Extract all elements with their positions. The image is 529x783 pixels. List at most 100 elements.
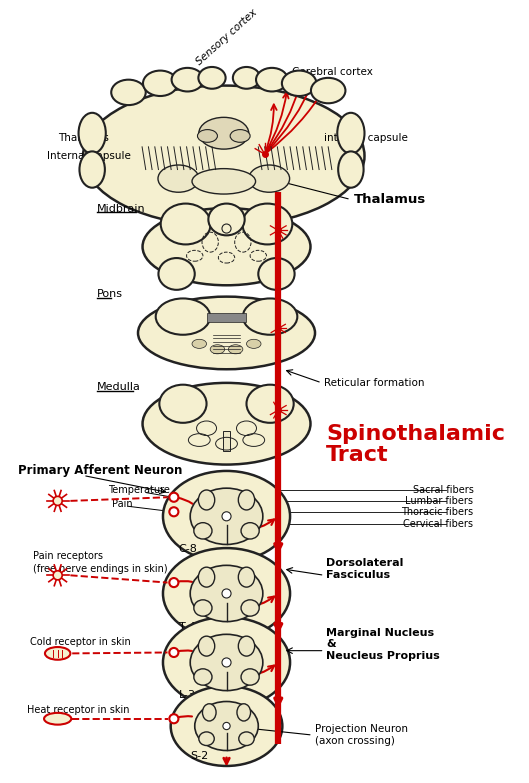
Ellipse shape <box>243 298 297 335</box>
Ellipse shape <box>194 669 212 685</box>
Text: Lumbar fibers: Lumbar fibers <box>405 496 473 506</box>
Text: internal capsule: internal capsule <box>324 133 407 143</box>
Ellipse shape <box>203 704 216 721</box>
Circle shape <box>222 658 231 667</box>
Ellipse shape <box>247 384 294 423</box>
Text: Internal capsule: Internal capsule <box>47 151 131 161</box>
Text: Thoracic fibers: Thoracic fibers <box>402 507 473 517</box>
Circle shape <box>223 723 230 730</box>
Text: Reticular formation: Reticular formation <box>324 378 424 388</box>
Ellipse shape <box>282 70 316 96</box>
Ellipse shape <box>171 686 282 766</box>
Ellipse shape <box>338 113 364 153</box>
Ellipse shape <box>230 130 250 143</box>
Ellipse shape <box>241 600 259 616</box>
Circle shape <box>169 493 178 502</box>
Ellipse shape <box>83 85 364 226</box>
Circle shape <box>222 589 231 598</box>
Text: Pain: Pain <box>112 499 133 509</box>
Ellipse shape <box>338 151 363 188</box>
Text: Cerebral cortex: Cerebral cortex <box>292 67 373 78</box>
Ellipse shape <box>258 258 295 290</box>
Ellipse shape <box>190 634 263 691</box>
Ellipse shape <box>199 732 214 745</box>
Ellipse shape <box>158 258 195 290</box>
Ellipse shape <box>241 523 259 539</box>
Ellipse shape <box>239 732 254 745</box>
Ellipse shape <box>311 78 345 103</box>
Text: Projection Neuron
(axon crossing): Projection Neuron (axon crossing) <box>315 724 407 746</box>
Ellipse shape <box>198 636 215 656</box>
Ellipse shape <box>156 298 210 335</box>
Circle shape <box>53 571 62 580</box>
Text: Pain receptors
(free nerve endings in skin): Pain receptors (free nerve endings in sk… <box>33 551 168 574</box>
Ellipse shape <box>79 151 105 188</box>
Ellipse shape <box>195 702 258 751</box>
Text: Midbrain: Midbrain <box>97 204 145 214</box>
Text: Cervical fibers: Cervical fibers <box>404 519 473 529</box>
Ellipse shape <box>143 70 178 96</box>
Text: Heat receptor in skin: Heat receptor in skin <box>27 705 129 715</box>
Ellipse shape <box>142 208 311 285</box>
Text: Cold receptor in skin: Cold receptor in skin <box>31 637 131 647</box>
Ellipse shape <box>242 204 293 244</box>
Ellipse shape <box>194 600 212 616</box>
Text: S-2: S-2 <box>190 751 208 760</box>
Ellipse shape <box>161 204 211 244</box>
Ellipse shape <box>229 345 243 354</box>
Ellipse shape <box>44 713 71 724</box>
Ellipse shape <box>138 297 315 370</box>
Ellipse shape <box>190 565 263 622</box>
Ellipse shape <box>208 204 245 236</box>
Ellipse shape <box>256 68 288 92</box>
Ellipse shape <box>239 636 254 656</box>
Ellipse shape <box>198 567 215 587</box>
Text: Temperature: Temperature <box>108 485 170 495</box>
Text: Primary Afferent Neuron: Primary Afferent Neuron <box>18 464 182 478</box>
Ellipse shape <box>249 165 289 193</box>
Circle shape <box>169 578 178 587</box>
Ellipse shape <box>158 165 199 193</box>
Ellipse shape <box>198 67 225 88</box>
Ellipse shape <box>142 383 311 464</box>
Text: Thalamus: Thalamus <box>353 193 426 206</box>
Circle shape <box>169 507 178 516</box>
Ellipse shape <box>197 130 217 143</box>
Ellipse shape <box>192 339 206 348</box>
Ellipse shape <box>247 339 261 348</box>
Circle shape <box>169 648 178 657</box>
Circle shape <box>53 496 62 505</box>
Ellipse shape <box>163 471 290 561</box>
Ellipse shape <box>171 68 203 92</box>
Text: Thalamus: Thalamus <box>58 133 108 143</box>
Ellipse shape <box>239 490 254 510</box>
Ellipse shape <box>198 490 215 510</box>
Text: L-3: L-3 <box>179 690 196 700</box>
Ellipse shape <box>237 704 251 721</box>
Ellipse shape <box>190 488 263 544</box>
Text: Sacral fibers: Sacral fibers <box>413 485 473 495</box>
Ellipse shape <box>199 117 249 149</box>
Circle shape <box>222 512 231 521</box>
Ellipse shape <box>241 669 259 685</box>
Bar <box>223 431 230 451</box>
Ellipse shape <box>163 548 290 639</box>
Text: Medulla: Medulla <box>97 382 141 392</box>
Text: Sensory cortex: Sensory cortex <box>195 7 259 67</box>
Ellipse shape <box>78 113 106 153</box>
Text: Pons: Pons <box>97 289 123 299</box>
Ellipse shape <box>233 67 260 88</box>
Ellipse shape <box>210 345 225 354</box>
Text: Dorsolateral
Fasciculus: Dorsolateral Fasciculus <box>326 558 404 579</box>
Text: Marginal Nucleus
&
Neucleus Proprius: Marginal Nucleus & Neucleus Proprius <box>326 628 440 661</box>
Ellipse shape <box>111 80 145 105</box>
Ellipse shape <box>163 617 290 708</box>
Bar <box>206 313 247 322</box>
Ellipse shape <box>192 168 256 194</box>
Ellipse shape <box>194 523 212 539</box>
Ellipse shape <box>45 647 70 660</box>
Ellipse shape <box>159 384 206 423</box>
Text: Spinothalamic
Tract: Spinothalamic Tract <box>326 424 505 465</box>
Ellipse shape <box>239 567 254 587</box>
Text: C-8: C-8 <box>178 544 197 554</box>
